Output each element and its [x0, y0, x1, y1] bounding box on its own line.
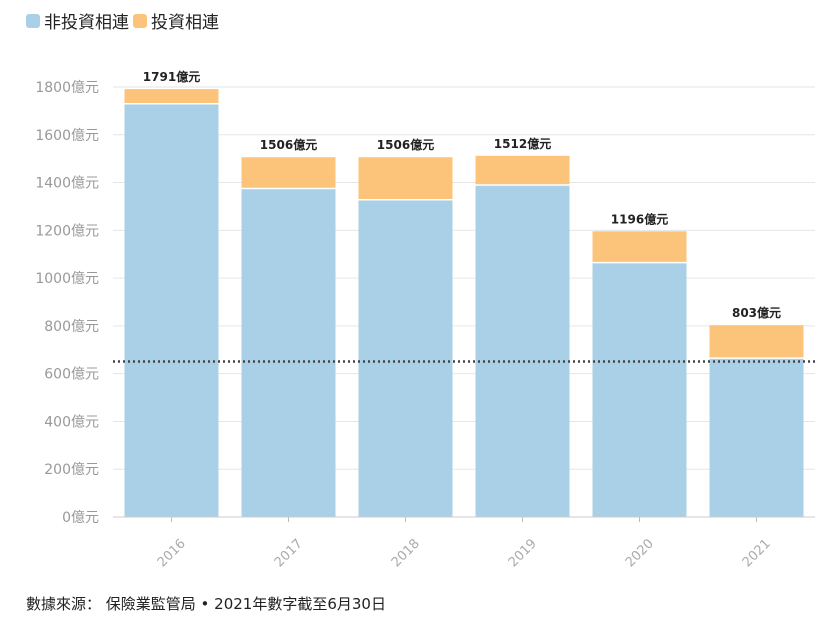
y-tick-label: 400億元 — [44, 414, 99, 430]
x-tick-label: 2018 — [389, 536, 423, 570]
y-tick-label: 1400億元 — [35, 176, 99, 192]
legend-label-non-investment: 非投資相連 — [44, 13, 129, 33]
legend-swatch-non-investment — [26, 13, 40, 28]
x-tick-label: 2016 — [155, 536, 189, 570]
stacked-bar-chart: 0億元 200億元 400億元 600億元 800億元 1000億元 1200億元 1400億… — [35, 69, 815, 570]
y-tick-label: 800億元 — [44, 319, 99, 335]
bar-investment — [241, 157, 336, 189]
x-tick-label: 2021 — [740, 536, 774, 570]
legend-label-investment: 投資相連 — [151, 13, 219, 33]
bar-non-investment — [358, 199, 453, 517]
x-tick-label: 2020 — [623, 536, 657, 570]
bar-non-investment — [709, 358, 804, 517]
y-tick-label: 0億元 — [62, 510, 99, 526]
total-label: 1512億元 — [494, 136, 551, 151]
bar-investment — [475, 155, 570, 185]
y-tick-label: 1600億元 — [35, 128, 99, 144]
x-tick-label: 2017 — [272, 536, 306, 570]
bar-investment — [358, 157, 453, 200]
bar-non-investment — [592, 262, 687, 517]
bar-investment — [124, 89, 219, 104]
legend-item-investment: 投資相連 — [133, 8, 219, 33]
legend: 非投資相連 投資相連 — [26, 8, 223, 33]
x-tick-label: 2019 — [506, 536, 540, 570]
legend-swatch-investment — [133, 13, 147, 28]
legend-item-non-investment: 非投資相連 — [26, 8, 129, 33]
bar-investment — [709, 325, 804, 359]
bar-investment — [592, 231, 687, 263]
bar-non-investment — [241, 188, 336, 517]
y-tick-label: 1800億元 — [35, 80, 99, 96]
y-tick-label: 200億元 — [44, 462, 99, 478]
total-label: 1506億元 — [260, 137, 317, 152]
total-label: 803億元 — [732, 305, 781, 320]
y-tick-label: 1000億元 — [35, 271, 99, 287]
source-note: 數據來源： 保險業監管局 • 2021年數字截至6月30日 — [26, 595, 386, 613]
bar-non-investment — [475, 184, 570, 517]
y-tick-label: 600億元 — [44, 367, 99, 383]
total-label: 1791億元 — [143, 69, 200, 84]
total-label: 1506億元 — [377, 137, 434, 152]
total-label: 1196億元 — [611, 211, 668, 226]
bar-non-investment — [124, 103, 219, 517]
y-tick-label: 1200億元 — [35, 223, 99, 239]
